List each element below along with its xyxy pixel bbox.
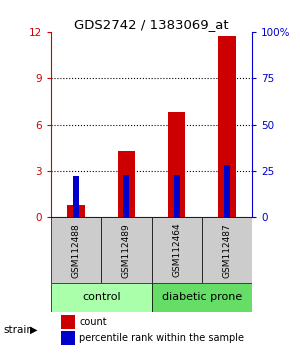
Bar <box>118 151 135 217</box>
Bar <box>51 217 101 283</box>
Bar <box>224 165 230 217</box>
Text: diabetic prone: diabetic prone <box>162 292 242 303</box>
Bar <box>67 205 85 217</box>
Text: count: count <box>79 317 107 327</box>
Bar <box>61 315 75 329</box>
Bar <box>101 217 152 283</box>
Text: GSM112489: GSM112489 <box>122 223 131 278</box>
Text: GSM112464: GSM112464 <box>172 223 181 278</box>
Bar <box>202 217 252 283</box>
Bar <box>51 283 152 312</box>
Bar <box>152 217 202 283</box>
Bar <box>218 36 236 217</box>
Text: GSM112488: GSM112488 <box>72 223 81 278</box>
Text: control: control <box>82 292 121 303</box>
Text: percentile rank within the sample: percentile rank within the sample <box>79 333 244 343</box>
Bar <box>61 331 75 345</box>
Bar <box>174 175 180 217</box>
Title: GDS2742 / 1383069_at: GDS2742 / 1383069_at <box>74 18 229 31</box>
Text: strain: strain <box>3 325 33 335</box>
Text: GSM112487: GSM112487 <box>222 223 231 278</box>
Bar <box>168 112 185 217</box>
Bar <box>123 175 129 217</box>
Text: ▶: ▶ <box>30 325 38 335</box>
Bar <box>73 176 79 217</box>
Bar <box>152 283 252 312</box>
